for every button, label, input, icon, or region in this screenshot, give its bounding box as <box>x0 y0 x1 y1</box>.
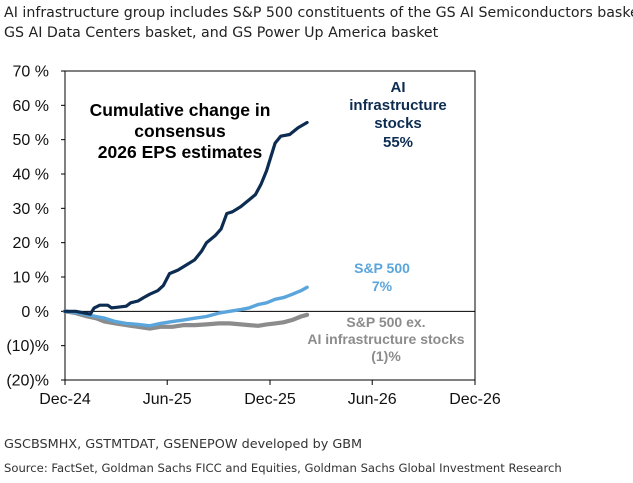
y-tick-label: (20)% <box>6 373 49 390</box>
series-line <box>63 285 309 328</box>
footer-codes: GSCBSMHX, GSTMTDAT, GSENEPOW developed b… <box>4 437 363 452</box>
chart-title-line: Cumulative change in <box>90 100 271 120</box>
series-label: S&P 500 ex. <box>346 314 425 330</box>
series-label: (1)% <box>371 348 401 364</box>
series-line <box>63 120 309 316</box>
series-label: AI infrastructure stocks <box>307 331 464 347</box>
x-tick-label: Dec-24 <box>39 391 91 408</box>
x-tick-label: Dec-25 <box>244 391 296 408</box>
y-tick-label: 10 % <box>13 270 49 287</box>
x-tick-label: Jun-26 <box>348 391 397 408</box>
series-line <box>62 309 310 331</box>
series-label: S&P 500 <box>354 260 410 276</box>
chart-series-layer <box>62 120 310 331</box>
series-label: stocks <box>374 115 422 132</box>
y-tick-label: 0 % <box>21 304 49 321</box>
series-label: 7% <box>372 278 393 294</box>
y-tick-label: 30 % <box>13 201 49 218</box>
y-tick-label: 20 % <box>13 235 49 252</box>
chart-title-line: 2026 EPS estimates <box>98 142 263 162</box>
y-tick-label: 40 % <box>13 167 49 184</box>
y-tick-label: 50 % <box>13 132 49 149</box>
x-tick-label: Dec-26 <box>449 391 501 408</box>
y-tick-label: 60 % <box>13 98 49 115</box>
series-label: 55% <box>383 134 413 151</box>
y-tick-label: (10)% <box>6 338 49 355</box>
y-tick-label: 70 % <box>13 64 49 81</box>
chart-title-line: consensus <box>134 121 226 141</box>
series-label: AI <box>391 79 406 96</box>
x-tick-label: Jun-25 <box>143 391 192 408</box>
header-line-1: AI infrastructure group includes S&P 500… <box>4 5 633 21</box>
chart-svg: 70 % 60 % 50 % 40 % 30 % 20 % 10 % 0 % (10)% (20)… <box>6 64 501 409</box>
series-label: infrastructure <box>349 97 447 114</box>
footer-source: Source: FactSet, Goldman Sachs FICC and … <box>4 461 562 475</box>
chart-axes: 70 % 60 % 50 % 40 % 30 % 20 % 10 % 0 % (10)% (20)… <box>6 64 501 409</box>
chart-header: AI infrastructure group includes S&P 500… <box>4 3 633 43</box>
header-line-2: GS AI Data Centers basket, and GS Power … <box>4 25 439 41</box>
